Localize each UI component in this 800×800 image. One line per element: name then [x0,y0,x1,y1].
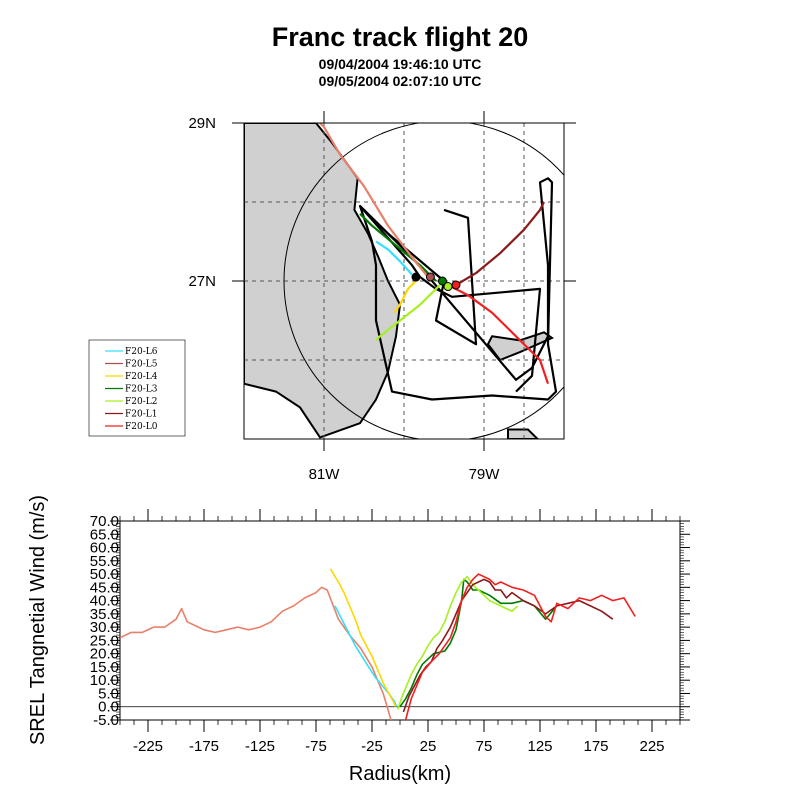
storm-center-marker-0 [411,272,421,282]
flight-track-path-secondary [359,205,478,346]
legend-label-f20-l6: F20-L6 [125,347,158,357]
storm-center-marker-4 [451,280,461,290]
map-x-tick-label-1: 79W [469,466,501,483]
radius-range-circle [283,123,564,439]
wind-y-tick-label-15: 70.0 [90,513,119,530]
wind-y-axis-title: SREL Tangnetial Wind (m/s) [27,495,49,745]
map-y-tick-label-0: 29N [188,115,216,132]
legend-label-f20-l3: F20-L3 [125,385,158,395]
wind-y-tick-label-14: 65.0 [90,526,119,543]
legend-label-f20-l1: F20-L1 [125,410,157,420]
chart-subtitle-start-time: 09/04/2004 19:46:10 UTC [318,56,482,72]
wind-y-tick-label-7: 30.0 [90,619,119,636]
wind-x-tick-label-8: 175 [583,738,608,755]
wind-series-f20-l5 [120,586,392,720]
map-plot-area [244,123,564,439]
wind-x-tick-label-3: -75 [305,738,327,755]
track-leg-f20-l1 [455,201,545,286]
wind-y-tick-label-9: 40.0 [90,593,119,610]
wind-y-tick-label-0: -5.0 [93,712,119,729]
track-leg-f20-l3 [359,213,437,282]
wind-series-f20-l4 [329,568,397,708]
wind-x-tick-label-6: 75 [476,738,493,755]
wind-x-tick-label-5: 25 [420,738,437,755]
track-leg-f20-l2 [375,284,441,342]
wind-x-tick-label-7: 125 [527,738,552,755]
wind-x-tick-label-2: -125 [245,738,275,755]
map-x-tick-label-0: 81W [309,466,341,483]
wind-y-tick-label-12: 55.0 [90,553,119,570]
wind-series-f20-l2 [397,575,519,710]
wind-y-tick-label-5: 20.0 [90,646,119,663]
track-leg-f20-l6 [375,240,413,276]
wind-series-f20-l1 [402,578,614,713]
track-leg-f20-l4 [393,276,421,314]
wind-x-tick-label-4: -25 [361,738,383,755]
wind-x-tick-label-9: 225 [639,738,664,755]
wind-y-tick-label-1: 0.0 [98,699,119,716]
wind-y-tick-label-13: 60.0 [90,540,119,557]
wind-plot-frame [119,520,681,721]
legend-label-f20-l5: F20-L5 [125,360,158,370]
map-y-tick-label-1: 27N [188,273,216,290]
wind-y-tick-label-11: 50.0 [90,566,119,583]
legend-label-f20-l2: F20-L2 [125,397,157,407]
wind-y-tick-label-10: 45.0 [90,579,119,596]
wind-y-tick-label-6: 25.0 [90,632,119,649]
land-mass-2 [507,428,540,439]
storm-center-marker-1 [425,272,435,282]
track-leg-f20-l0 [447,284,550,385]
storm-center-marker-2 [437,276,447,286]
wind-x-tick-label-1: -175 [189,738,219,755]
chart-title: Franc track flight 20 [271,22,529,52]
wind-y-tick-label-2: 5.0 [98,685,119,702]
wind-series-f20-l3 [399,578,558,708]
wind-series-area [120,568,636,720]
wind-x-axis-title: Radius(km) [349,763,451,785]
chart-subtitle-end-time: 09/05/2004 02:07:10 UTC [318,73,482,89]
legend-label-f20-l4: F20-L4 [125,372,158,382]
wind-y-tick-label-3: 10.0 [90,672,119,689]
wind-x-tick-label-0: -225 [133,738,163,755]
track-leg-f20-l5 [319,123,429,278]
flight-track-path [358,177,558,401]
wind-y-tick-label-8: 35.0 [90,606,119,623]
wind-series-f20-l0 [404,573,636,720]
wind-y-tick-label-4: 15.0 [90,659,119,676]
legend-label-f20-l0: F20-L0 [125,422,158,432]
